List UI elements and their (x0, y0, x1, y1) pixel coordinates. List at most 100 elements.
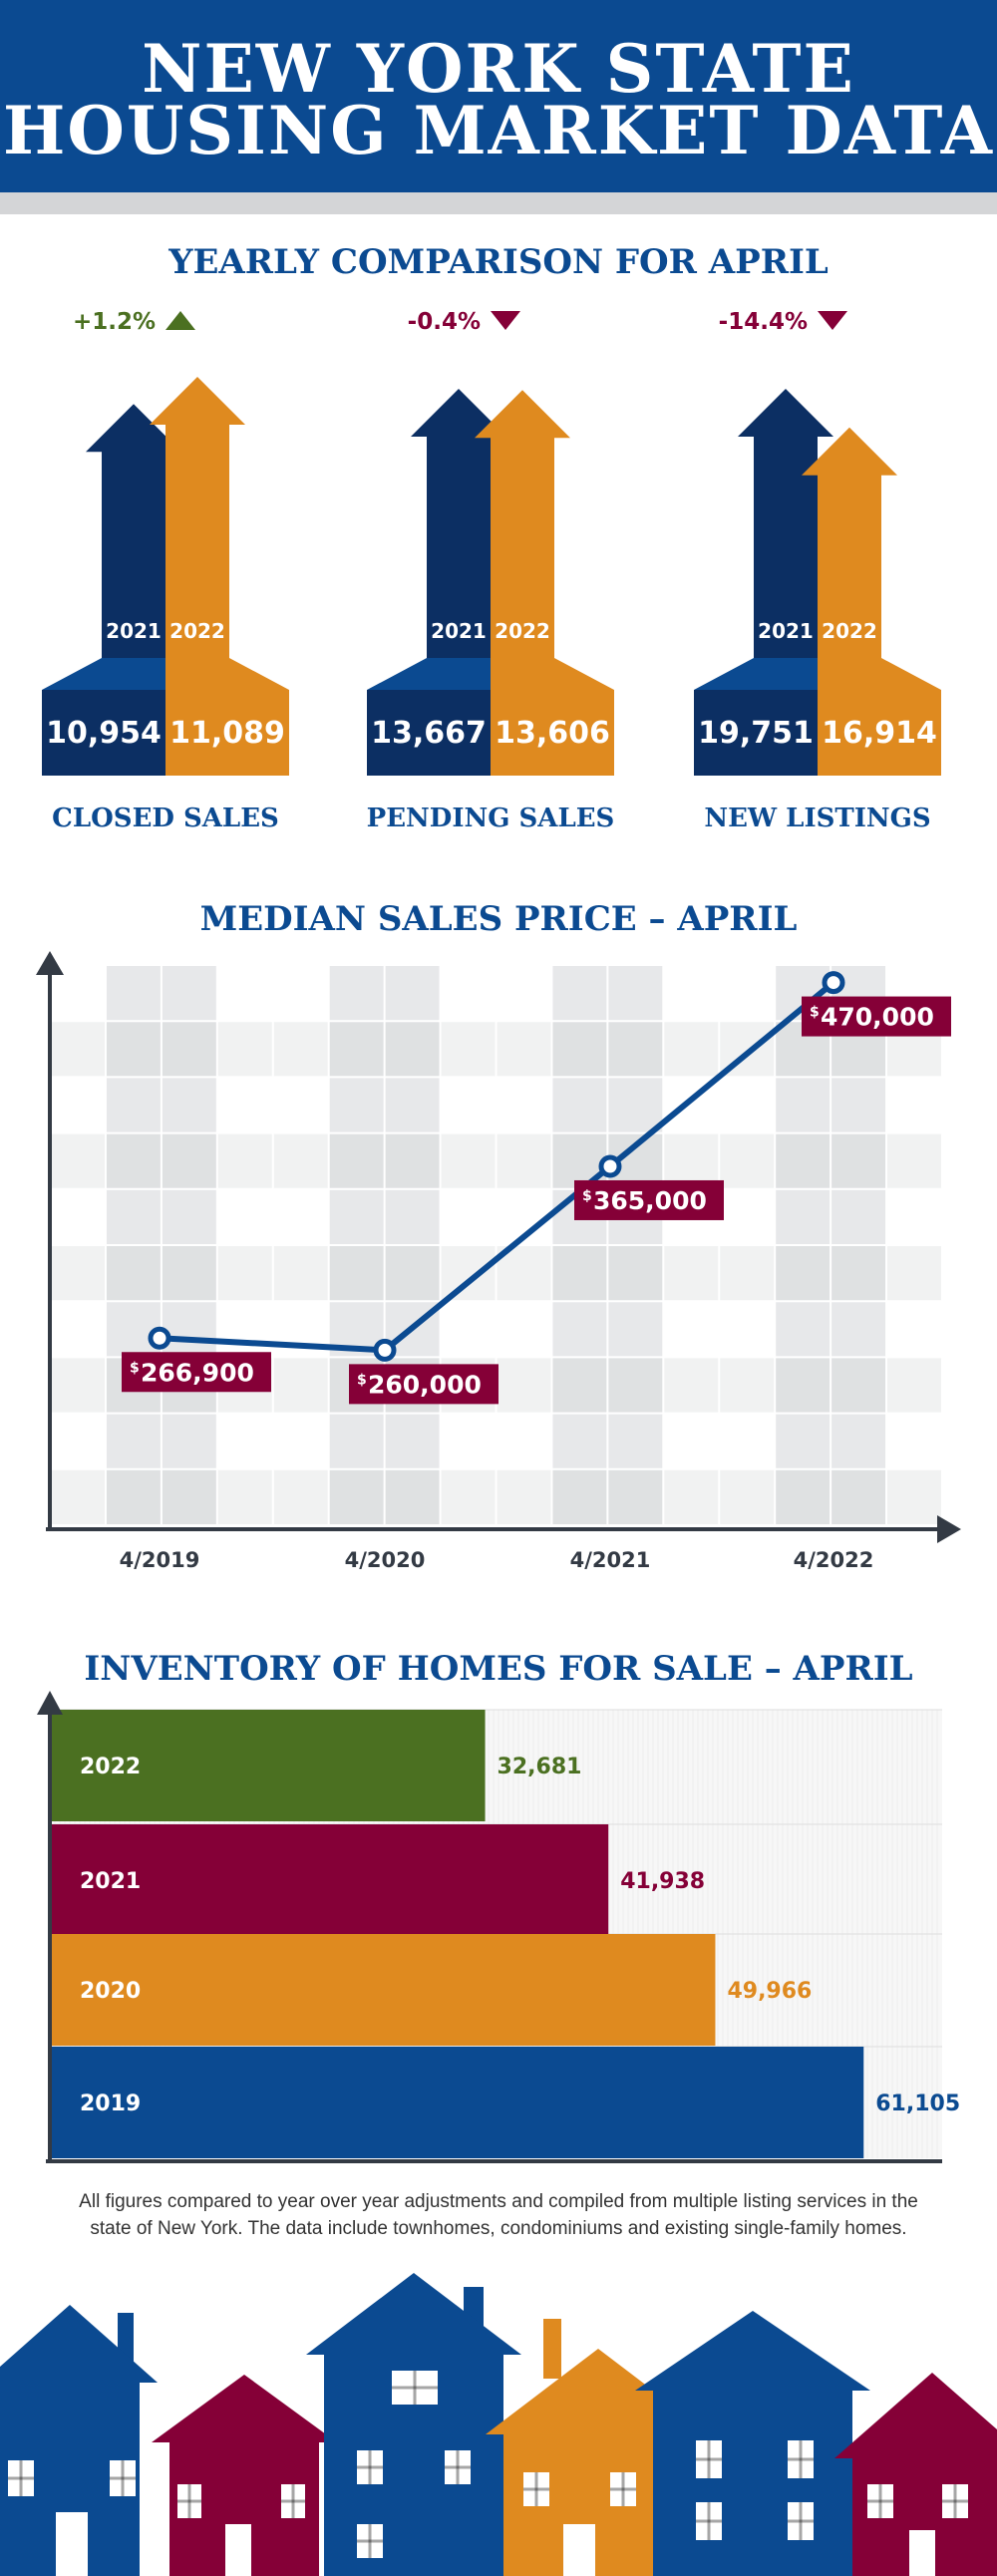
roof (0, 2305, 158, 2383)
value-year2: 16,914 (822, 716, 937, 751)
window-icon (696, 2440, 722, 2478)
window-icon (392, 2371, 438, 2405)
triangle-down-icon (491, 311, 520, 330)
yearly-comparison-title: YEARLY COMPARISON FOR APRIL (168, 242, 829, 282)
price-label-box (802, 996, 951, 1037)
window-icon (8, 2460, 34, 2496)
bar-value-label: 41,938 (620, 1869, 705, 1894)
arrow-year1 (411, 389, 506, 658)
year2-label: 2022 (822, 619, 877, 643)
price-point (822, 971, 845, 995)
arrow-year1 (738, 389, 833, 658)
header-title-line1: NEW YORK STATE (142, 30, 855, 108)
door-icon (225, 2524, 251, 2576)
price-label: 266,900 (141, 1358, 254, 1387)
window-icon (357, 2450, 383, 2484)
currency-symbol: $ (357, 1372, 367, 1388)
price-label-box (122, 1352, 271, 1393)
chimney (543, 2319, 561, 2379)
x-tick-label: 4/2020 (345, 1548, 426, 1572)
window-icon (788, 2440, 814, 2478)
inventory-bar (50, 1710, 486, 1821)
arrow-year2 (150, 377, 245, 658)
footnote: All figures compared to year over year a… (40, 2189, 957, 2242)
window-icon (445, 2450, 471, 2484)
metric-1: +1.2% 2021 2022 10,954 11,089 CLOSED SALES (42, 309, 289, 833)
platform-left (42, 658, 166, 690)
window-icon (788, 2502, 814, 2540)
bar-value-label: 49,966 (727, 1979, 812, 2004)
price-label-box (349, 1364, 498, 1405)
x-tick-label: 4/2021 (570, 1548, 651, 1572)
arrow-year2 (475, 390, 570, 658)
window-icon (110, 2460, 136, 2496)
house-3 (306, 2273, 521, 2576)
price-label: 260,000 (368, 1370, 482, 1399)
currency-symbol: $ (582, 1188, 592, 1204)
window-icon (523, 2472, 549, 2506)
year2-label: 2022 (495, 619, 550, 643)
metric-change: -14.4% (719, 309, 808, 335)
header-divider (0, 192, 997, 214)
value-box-year2 (166, 690, 289, 776)
triangle-up-icon (166, 311, 195, 330)
window-icon (942, 2484, 968, 2518)
price-label-box (574, 1179, 724, 1220)
arrow-year2 (802, 427, 897, 658)
year1-label: 2021 (106, 619, 162, 643)
bar-value-label: 61,105 (875, 2092, 960, 2116)
metric-3: -14.4% 2021 2022 19,751 16,914 NEW LISTINGS (694, 309, 941, 833)
roof (635, 2311, 870, 2391)
inventory-chart: 2022 32,681 2021 41,938 2020 49,966 2019 61,105 (37, 1691, 960, 2163)
houses-illustration (0, 2273, 997, 2576)
value-box-year2 (818, 690, 941, 776)
platform-right (818, 658, 941, 690)
price-point (148, 1326, 171, 1350)
price-point (373, 1338, 397, 1362)
inventory-bar (50, 1934, 716, 2046)
window-icon (696, 2502, 722, 2540)
triangle-down-icon (818, 311, 847, 330)
metric-2: -0.4% 2021 2022 13,667 13,606 PENDING SALES (367, 309, 615, 833)
currency-symbol: $ (810, 1005, 820, 1021)
value-year1: 10,954 (46, 716, 162, 751)
value-box-year1 (367, 690, 491, 776)
house-5 (635, 2311, 870, 2576)
door-icon (909, 2530, 935, 2576)
house-2 (152, 2375, 337, 2576)
yearly-comparison-graphic: +1.2% 2021 2022 10,954 11,089 CLOSED SALES -0.… (42, 309, 941, 833)
door-icon (563, 2524, 595, 2576)
price-label: 470,000 (821, 1003, 934, 1032)
bar-category-label: 2021 (80, 1869, 141, 1894)
window-icon (281, 2484, 305, 2518)
window-icon (610, 2472, 636, 2506)
footnote-line2: state of New York. The data include town… (90, 2217, 907, 2239)
bar-value-label: 32,681 (498, 1755, 582, 1779)
metric-change: +1.2% (73, 309, 156, 335)
bar-category-label: 2022 (80, 1755, 141, 1779)
inventory-title: INVENTORY OF HOMES FOR SALE – APRIL (84, 1649, 913, 1689)
house-6 (834, 2373, 997, 2576)
y-axis-arrow-icon (37, 1691, 63, 1715)
median-price-chart: 4/2019 4/2020 4/2021 4/2022$ 266,900 $260,000… (36, 951, 961, 1572)
bar-category-label: 2019 (80, 2092, 141, 2116)
house-1 (0, 2305, 158, 2576)
median-price-title: MEDIAN SALES PRICE – APRIL (199, 899, 798, 939)
platform-left (694, 658, 818, 690)
roof (834, 2373, 997, 2458)
x-axis-arrow-icon (937, 1515, 961, 1543)
roof (306, 2273, 521, 2355)
value-year1: 13,667 (371, 716, 487, 751)
wall (653, 2389, 852, 2576)
metric-change: -0.4% (408, 309, 481, 335)
window-icon (357, 2524, 383, 2558)
year1-label: 2021 (431, 619, 487, 643)
value-box-year1 (42, 690, 166, 776)
metric-label: PENDING SALES (367, 804, 615, 833)
value-year2: 13,606 (495, 716, 610, 751)
header-banner: NEW YORK STATE HOUSING MARKET DATA (0, 0, 997, 192)
price-line (159, 980, 835, 1354)
price-point (598, 1154, 622, 1178)
inventory-bar (50, 2047, 864, 2158)
window-icon (177, 2484, 201, 2518)
